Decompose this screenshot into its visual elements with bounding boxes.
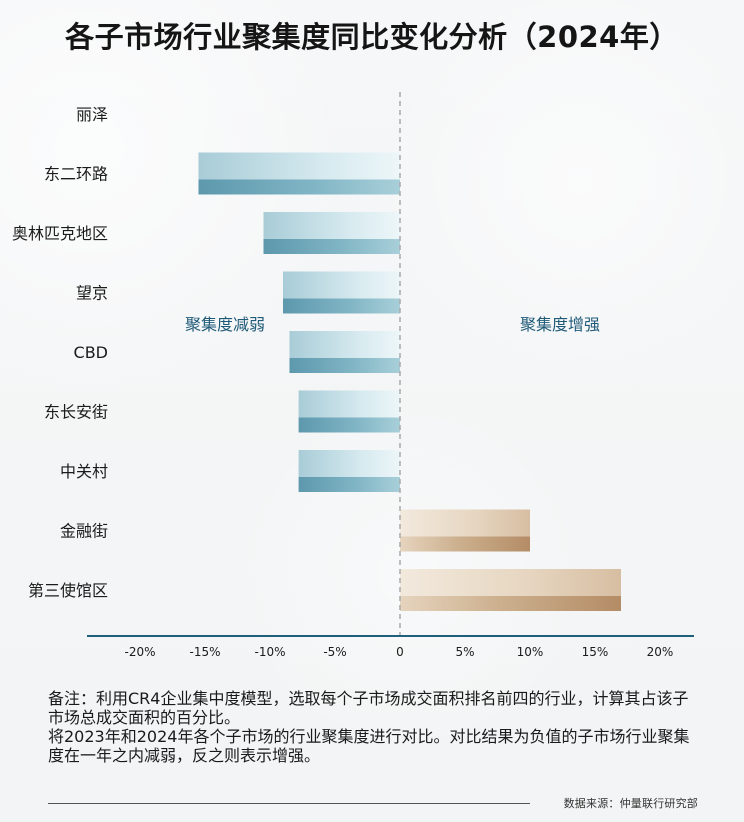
annotation-increase: 聚集度增强 xyxy=(520,315,600,334)
x-tick-label: -20% xyxy=(124,645,155,659)
bar-shadow xyxy=(400,536,530,552)
page-title: 各子市场行业聚集度同比变化分析（2024年） xyxy=(65,20,679,54)
source-text: 数据来源：仲量联行研究部 xyxy=(563,797,698,810)
bar xyxy=(289,331,400,358)
bar-shadow xyxy=(283,298,400,314)
category-label: CBD xyxy=(74,343,108,362)
category-label: 丽泽 xyxy=(76,105,108,124)
x-tick-label: 5% xyxy=(455,645,474,659)
bar-shadow xyxy=(400,596,621,611)
bars-layer xyxy=(198,152,621,611)
x-tick-label: -10% xyxy=(254,645,285,659)
bar xyxy=(263,212,400,239)
note-line-2: 将2023年和2024年各个子市场的行业聚集度进行对比。对比结果为负值的子市场行… xyxy=(48,727,690,765)
x-tick-label: 0 xyxy=(396,645,404,659)
bar-shadow xyxy=(263,239,400,254)
bar-shadow xyxy=(298,477,400,492)
note-line-1: 备注：利用CR4企业集中度模型，选取每个子市场成交面积排名前四的行业，计算其占该… xyxy=(48,689,689,727)
category-label: 金融街 xyxy=(60,522,108,541)
category-label: 东长安街 xyxy=(44,403,108,422)
bar xyxy=(400,509,530,537)
category-label: 第三使馆区 xyxy=(28,581,108,600)
x-tick-label: -15% xyxy=(189,645,220,659)
category-label: 中关村 xyxy=(60,462,108,481)
x-tick-labels-layer: -20% -15% -10% -5% 0 5% 10% 15% 20% xyxy=(124,645,673,659)
x-tick-label: -5% xyxy=(323,645,346,659)
footer-rule xyxy=(48,803,530,804)
notes-block: 备注：利用CR4企业集中度模型，选取每个子市场成交面积排名前四的行业，计算其占该… xyxy=(48,689,698,765)
x-tick-label: 15% xyxy=(582,645,609,659)
x-tick-label: 10% xyxy=(517,645,544,659)
bar xyxy=(198,152,400,180)
bar-shadow xyxy=(198,179,400,195)
annotation-decrease: 聚集度减弱 xyxy=(185,315,265,334)
bar xyxy=(298,390,400,418)
category-label: 望京 xyxy=(76,284,108,303)
bar xyxy=(283,271,400,299)
category-label: 东二环路 xyxy=(44,165,108,184)
bar-shadow xyxy=(298,417,400,433)
bar xyxy=(298,450,400,477)
bar xyxy=(400,569,621,596)
bar-shadow xyxy=(289,358,400,373)
x-tick-label: 20% xyxy=(647,645,674,659)
category-label: 奥林匹克地区 xyxy=(12,224,108,243)
